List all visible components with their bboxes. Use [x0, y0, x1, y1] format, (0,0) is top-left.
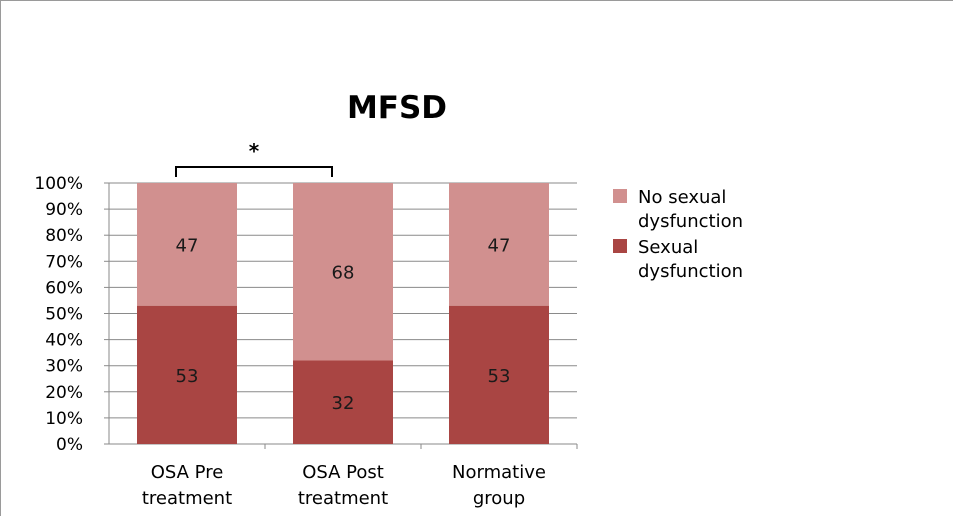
y-tick-label: 50% — [45, 305, 83, 325]
legend-swatch — [613, 189, 627, 203]
legend-swatch — [613, 239, 627, 253]
legend-label: dysfunction — [638, 211, 743, 232]
x-tick-label: group — [473, 488, 525, 509]
chart-title: MFSD — [347, 90, 447, 126]
y-tick-label: 60% — [45, 278, 83, 298]
data-label: 32 — [332, 393, 355, 414]
legend-label: No sexual — [638, 187, 726, 208]
x-tick-label: treatment — [298, 488, 388, 509]
y-tick-label: 30% — [45, 357, 83, 377]
bar-segment-sexual-dysfunction — [137, 305, 237, 444]
y-tick-label: 20% — [45, 383, 83, 403]
y-tick-label: 40% — [45, 331, 83, 351]
bar-segment-sexual-dysfunction — [449, 305, 549, 444]
data-label: 53 — [176, 366, 199, 387]
bar-segment-sexual-dysfunction — [293, 360, 393, 444]
y-tick-label: 80% — [45, 226, 83, 246]
bar-segment-no-sexual-dysfunction — [449, 183, 549, 306]
significance-marker: * — [249, 139, 260, 163]
x-tick-label: OSA Pre — [151, 462, 224, 483]
y-tick-label: 10% — [45, 409, 83, 429]
x-tick-label: Normative — [452, 462, 546, 483]
data-label: 68 — [332, 263, 355, 284]
bar-segment-no-sexual-dysfunction — [137, 183, 237, 306]
y-tick-label: 100% — [34, 174, 83, 194]
legend-label: dysfunction — [638, 261, 743, 282]
bar-segment-no-sexual-dysfunction — [293, 183, 393, 361]
data-label: 53 — [488, 366, 511, 387]
x-tick-label: treatment — [142, 488, 232, 509]
significance-bracket — [175, 166, 333, 177]
y-tick-label: 70% — [45, 252, 83, 272]
legend-label: Sexual — [638, 237, 698, 258]
y-tick-label: 90% — [45, 200, 83, 220]
x-tick-label: OSA Post — [302, 462, 384, 483]
data-label: 47 — [488, 235, 511, 256]
data-label: 47 — [176, 235, 199, 256]
y-tick-label: 0% — [56, 435, 83, 455]
